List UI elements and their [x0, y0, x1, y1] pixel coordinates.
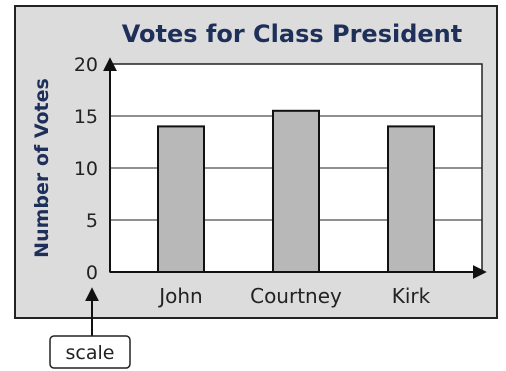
x-category-label: Courtney [250, 284, 342, 308]
x-category-labels: John Courtney Kirk [157, 284, 430, 308]
y-tick-labels: 0 5 10 15 20 [74, 54, 98, 284]
callout-box [49, 335, 131, 369]
y-axis-label: Number of Votes [31, 78, 53, 258]
x-category-label: John [157, 284, 203, 308]
y-tick-label: 0 [86, 262, 98, 284]
y-tick-label: 5 [86, 210, 98, 232]
bar-kirk [387, 125, 435, 274]
bar-john [157, 125, 205, 274]
y-tick-label: 15 [74, 106, 98, 128]
y-tick-label: 20 [74, 54, 98, 76]
bars [157, 109, 435, 274]
chart-title: Votes for Class President [122, 20, 462, 48]
y-tick-label: 10 [74, 158, 98, 180]
bar-courtney [272, 109, 320, 273]
callout-label: scale [66, 342, 115, 364]
x-category-label: Kirk [392, 284, 431, 308]
